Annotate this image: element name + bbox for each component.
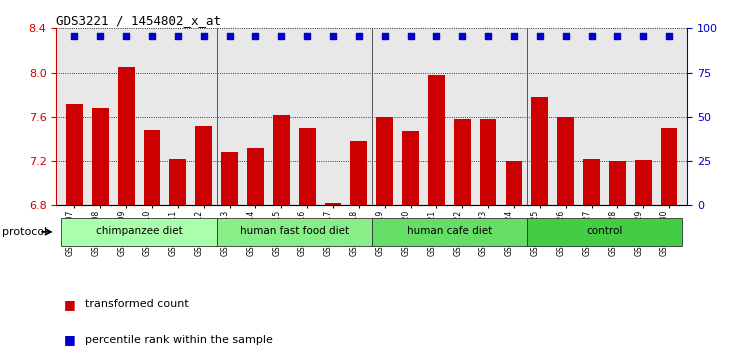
Point — [379, 33, 391, 39]
Bar — [351, 141, 367, 354]
Bar — [195, 126, 212, 354]
Text: human fast food diet: human fast food diet — [240, 226, 348, 236]
Bar — [62, 217, 216, 246]
Point — [353, 33, 365, 39]
Bar — [454, 119, 471, 354]
Point — [198, 33, 210, 39]
Point — [224, 33, 236, 39]
Point — [146, 33, 158, 39]
Text: GDS3221 / 1454802_x_at: GDS3221 / 1454802_x_at — [56, 14, 222, 27]
Bar — [635, 160, 652, 354]
Point — [508, 33, 520, 39]
Point — [586, 33, 598, 39]
Point — [301, 33, 313, 39]
Point — [456, 33, 468, 39]
Bar — [527, 217, 682, 246]
Bar — [661, 128, 677, 354]
Bar — [143, 130, 161, 354]
Point — [95, 33, 107, 39]
Bar — [247, 148, 264, 354]
Point — [637, 33, 649, 39]
Point — [663, 33, 675, 39]
Bar — [92, 108, 109, 354]
Bar — [273, 115, 290, 354]
Point — [611, 33, 623, 39]
Text: ■: ■ — [64, 298, 76, 311]
Bar — [299, 128, 315, 354]
Point — [68, 33, 80, 39]
Point — [172, 33, 184, 39]
Bar — [221, 152, 238, 354]
Point — [482, 33, 494, 39]
Bar — [557, 117, 574, 354]
Point — [405, 33, 417, 39]
Point — [276, 33, 288, 39]
Bar — [532, 97, 548, 354]
Bar — [609, 161, 626, 354]
Bar — [428, 75, 445, 354]
Bar — [480, 119, 496, 354]
Point — [249, 33, 261, 39]
Point — [559, 33, 572, 39]
Point — [430, 33, 442, 39]
Text: protocol: protocol — [2, 227, 47, 237]
Text: percentile rank within the sample: percentile rank within the sample — [85, 335, 273, 345]
Bar — [216, 217, 372, 246]
Bar — [505, 161, 523, 354]
Point — [327, 33, 339, 39]
Point — [120, 33, 132, 39]
Bar — [376, 117, 393, 354]
Bar — [402, 131, 419, 354]
Text: ■: ■ — [64, 333, 76, 346]
Bar — [118, 67, 134, 354]
Bar — [66, 104, 83, 354]
Text: control: control — [587, 226, 623, 236]
Bar — [324, 203, 342, 354]
Text: chimpanzee diet: chimpanzee diet — [95, 226, 182, 236]
Text: transformed count: transformed count — [85, 299, 189, 309]
Bar — [170, 159, 186, 354]
Text: human cafe diet: human cafe diet — [407, 226, 492, 236]
Bar — [583, 159, 600, 354]
Point — [534, 33, 546, 39]
Bar — [372, 217, 527, 246]
